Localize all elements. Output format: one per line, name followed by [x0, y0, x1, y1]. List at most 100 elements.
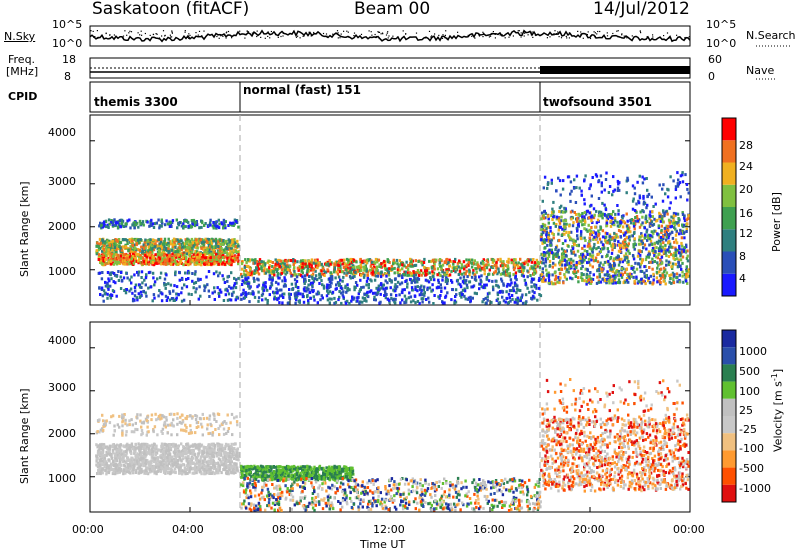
power-cell	[195, 257, 198, 261]
power-cell	[235, 278, 238, 282]
power-cell	[261, 286, 264, 290]
power-cell	[212, 221, 215, 224]
power-cell	[172, 237, 176, 241]
power-cell	[136, 259, 140, 263]
power-cell	[633, 279, 636, 283]
power-cell	[228, 255, 232, 259]
noise-search-dot	[303, 35, 305, 37]
power-cell	[388, 277, 391, 281]
power-cell	[435, 258, 438, 262]
power-cell	[634, 222, 637, 226]
power-cell	[644, 216, 647, 220]
power-cell	[301, 265, 304, 269]
power-cell	[659, 242, 662, 246]
power-cell	[349, 271, 353, 275]
power-cell	[446, 291, 449, 295]
power-cell	[164, 241, 167, 245]
power-cell	[515, 291, 518, 295]
power-cell	[598, 213, 602, 217]
power-cell	[196, 244, 199, 248]
power-cell	[462, 275, 466, 279]
power-cell	[324, 270, 328, 274]
power-cell	[609, 267, 613, 271]
power-cell	[153, 262, 156, 266]
freq-left-tick-bottom: 8	[64, 70, 71, 83]
power-cell	[258, 258, 262, 262]
power-cell	[345, 257, 349, 261]
power-cell	[584, 267, 587, 271]
power-cell	[633, 281, 637, 285]
power-cell	[411, 259, 415, 263]
noise-search-dot	[245, 33, 247, 35]
power-cell	[386, 259, 389, 263]
power-cell	[630, 273, 633, 276]
power-cell	[686, 271, 689, 275]
power-cell	[233, 284, 236, 288]
noise-search-dot	[599, 30, 601, 33]
power-cell	[273, 273, 276, 277]
power-cell	[585, 276, 588, 280]
power-cell	[215, 258, 218, 262]
power-cell	[226, 259, 229, 263]
power-cell	[601, 216, 604, 220]
power-ytick-2000: 2000	[48, 220, 76, 233]
power-cell	[280, 268, 284, 272]
power-cell	[183, 219, 186, 223]
noise-search-dot	[577, 30, 579, 32]
power-cell	[647, 276, 650, 280]
power-cell	[608, 234, 612, 238]
power-cell	[396, 268, 400, 272]
power-cell	[310, 258, 314, 262]
power-cell	[277, 282, 280, 286]
power-cell	[184, 271, 187, 275]
power-cell	[526, 286, 529, 290]
power-cell	[147, 242, 150, 246]
power-cell	[550, 251, 554, 255]
power-cell	[603, 279, 607, 282]
power-cell	[346, 289, 349, 293]
power-cell	[440, 290, 443, 293]
noise-search-dot	[557, 31, 559, 33]
power-cell	[326, 289, 329, 293]
power-cell	[116, 260, 119, 264]
power-cell	[625, 248, 629, 252]
power-cell	[540, 232, 543, 236]
power-cell	[180, 286, 184, 290]
power-cell	[660, 255, 664, 259]
power-cell	[270, 272, 274, 276]
power-cell	[465, 279, 468, 283]
power-cell	[572, 221, 575, 225]
power-cell	[189, 259, 192, 263]
power-cell	[286, 301, 290, 305]
power-cell	[526, 263, 530, 267]
power-cell	[653, 241, 656, 245]
power-cell	[660, 249, 663, 253]
noise-search-dot	[156, 33, 158, 35]
power-cell	[557, 219, 561, 223]
power-cell	[346, 261, 350, 264]
power-cell	[194, 281, 198, 284]
power-cell	[546, 243, 549, 247]
power-cell	[565, 263, 569, 267]
power-cell	[496, 297, 500, 301]
power-cell	[185, 285, 189, 289]
power-cell	[539, 260, 543, 264]
power-cell	[625, 224, 629, 228]
power-cell	[277, 276, 280, 280]
power-cell	[433, 294, 436, 297]
power-cell	[673, 240, 676, 244]
power-cell	[276, 289, 279, 293]
power-cell	[157, 248, 161, 252]
power-cell	[653, 254, 656, 257]
power-cell	[343, 258, 346, 262]
power-cell	[677, 260, 680, 264]
power-cell	[191, 272, 194, 275]
power-cell	[271, 265, 274, 268]
power-cell	[554, 248, 557, 252]
power-cell	[496, 291, 499, 295]
power-cell	[623, 242, 626, 246]
power-cell	[149, 247, 152, 251]
power-cell	[349, 259, 352, 263]
power-cell	[264, 285, 267, 289]
noise-search-dot	[517, 32, 519, 34]
